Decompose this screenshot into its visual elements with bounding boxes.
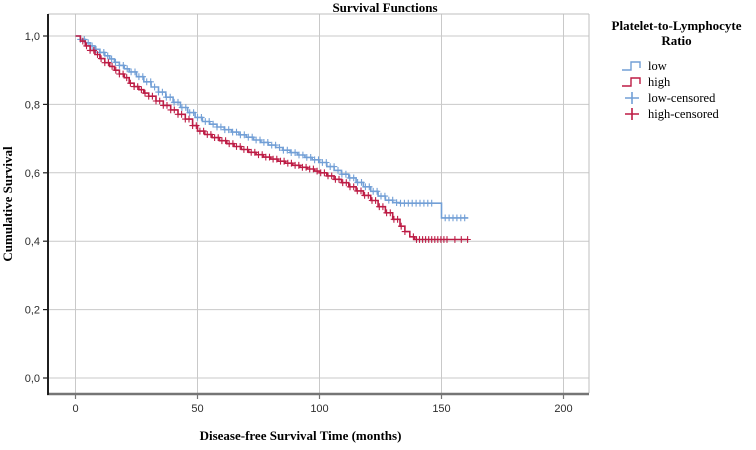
legend-title-line2: Ratio xyxy=(661,33,692,49)
legend-entry-label: high xyxy=(648,74,671,89)
y-tick-label: 1,0 xyxy=(25,31,40,43)
legend-entry-low-censored: low-censored xyxy=(621,90,756,106)
survival-curve-low xyxy=(75,35,469,219)
y-tick-label: 0,4 xyxy=(25,236,40,248)
y-tick-label: 0,0 xyxy=(25,373,40,385)
censor-marks-low xyxy=(77,36,468,222)
legend-entry-high-censored: high-censored xyxy=(621,106,756,122)
legend-title: Platelet-to-Lymphocyte Ratio xyxy=(597,18,756,49)
x-tick-label: 100 xyxy=(310,403,328,415)
legend-entries: low high low-censored high-censored xyxy=(597,58,756,122)
x-tick-label: 150 xyxy=(432,403,450,415)
legend-entry-label: high-censored xyxy=(648,106,719,121)
step-line-icon xyxy=(622,76,641,87)
x-tick-label: 0 xyxy=(72,403,78,415)
legend-entry-low: low xyxy=(621,58,756,74)
survival-curve-high xyxy=(75,35,469,241)
legend-title-line1: Platelet-to-Lymphocyte xyxy=(611,18,742,33)
y-tick-label: 0,8 xyxy=(25,99,40,111)
legend: Platelet-to-Lymphocyte Ratio low high low-… xyxy=(597,18,756,122)
censor-plus-icon xyxy=(625,107,639,120)
axis-ticks: 0 50 100 150 200 1,0 0,8 0,6 0,4 0,2 0,0 xyxy=(25,31,573,415)
censor-marks-high xyxy=(79,37,471,243)
y-tick-label: 0,2 xyxy=(25,305,40,317)
chart-title: Survival Functions xyxy=(332,0,438,15)
step-line-icon xyxy=(622,60,641,71)
legend-entry-high: high xyxy=(621,74,756,90)
censor-plus-icon xyxy=(625,91,639,104)
y-tick-label: 0,6 xyxy=(25,168,40,180)
legend-entry-label: low-censored xyxy=(648,90,716,105)
survival-plot-area: 0 50 100 150 200 1,0 0,8 0,6 0,4 0,2 0,0 xyxy=(25,13,590,415)
legend-entry-label: low xyxy=(648,58,667,73)
x-tick-label: 200 xyxy=(554,403,572,415)
x-tick-label: 50 xyxy=(191,403,203,415)
x-axis-title: Disease-free Survival Time (months) xyxy=(199,428,402,443)
